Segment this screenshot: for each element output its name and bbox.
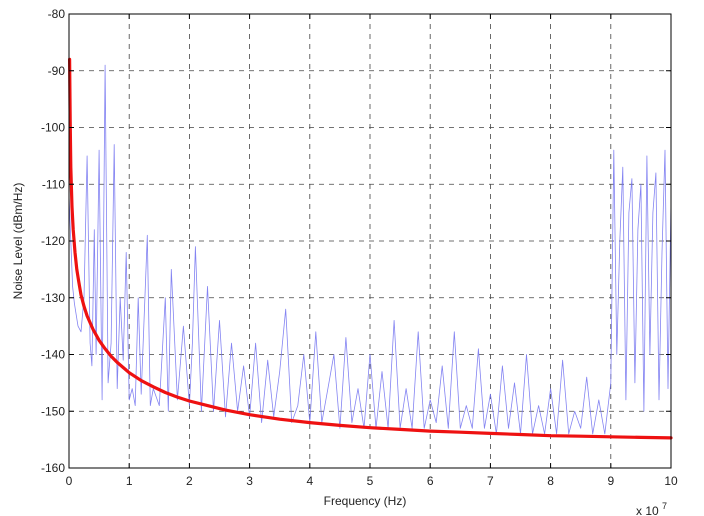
x-tick-label: 10 (664, 474, 678, 488)
series-line-red (67, 57, 673, 440)
y-tick-labels: -80 -90 -100 -110 -120 -130 -140 -150 -160 (41, 7, 65, 475)
x-axis-multiplier-base: x 10 (636, 504, 659, 516)
x-tick-label: 0 (66, 474, 73, 488)
x-tick-labels: 0 1 2 3 4 5 6 7 8 9 10 (66, 474, 678, 488)
x-tick-label: 8 (547, 474, 554, 488)
y-tick-label: -140 (41, 348, 65, 362)
y-tick-label: -160 (41, 461, 65, 475)
x-tick-label: 6 (427, 474, 434, 488)
x-tick-label: 3 (246, 474, 253, 488)
x-tick-label: 1 (126, 474, 133, 488)
x-axis-multiplier-exponent: 7 (662, 501, 667, 511)
y-tick-label: -80 (48, 7, 66, 21)
x-tick-label: 7 (487, 474, 494, 488)
x-tick-label: 2 (186, 474, 193, 488)
x-tick-label: 9 (607, 474, 614, 488)
x-axis-multiplier: x 10 7 (636, 501, 667, 516)
y-tick-label: -110 (42, 177, 65, 191)
y-tick-label: -150 (41, 404, 65, 418)
x-axis-title: Frequency (Hz) (324, 494, 407, 508)
y-tick-label: -90 (48, 64, 66, 78)
y-axis-title: Noise Level (dBm/Hz) (11, 183, 25, 300)
y-tick-label: -120 (41, 234, 65, 248)
series-layer (67, 57, 673, 440)
x-tick-label: 4 (306, 474, 313, 488)
x-tick-label: 5 (367, 474, 374, 488)
y-tick-label: -130 (41, 291, 65, 305)
tick-marks (68, 13, 672, 469)
y-tick-label: -100 (41, 121, 65, 135)
series-line-blue (68, 64, 672, 435)
